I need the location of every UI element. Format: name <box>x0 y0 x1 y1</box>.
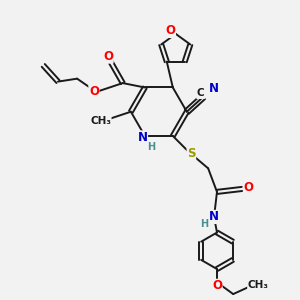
Text: CH₃: CH₃ <box>90 116 111 126</box>
Text: O: O <box>103 50 113 63</box>
Text: N: N <box>209 210 219 224</box>
Text: O: O <box>212 279 222 292</box>
Text: H: H <box>201 219 209 229</box>
Text: C: C <box>197 88 205 98</box>
Text: O: O <box>89 85 99 98</box>
Text: H: H <box>147 142 155 152</box>
Text: O: O <box>166 25 176 38</box>
Text: CH₃: CH₃ <box>248 280 269 290</box>
Text: O: O <box>244 181 254 194</box>
Text: N: N <box>137 131 148 144</box>
Text: N: N <box>209 82 219 95</box>
Text: S: S <box>187 147 196 160</box>
